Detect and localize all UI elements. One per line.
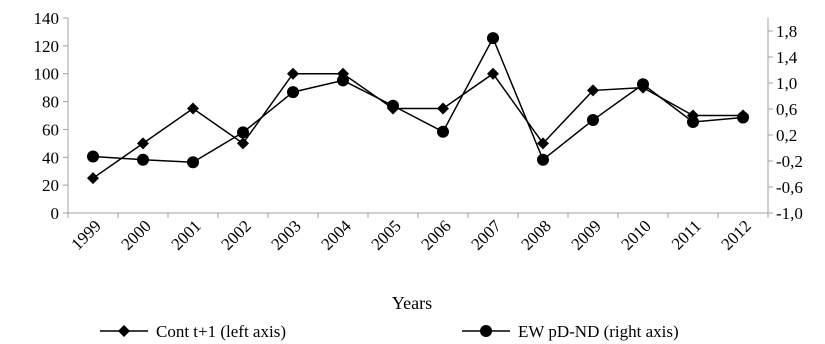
series-line	[92, 72, 743, 179]
circle-point	[687, 116, 699, 128]
circle-point	[587, 114, 599, 127]
circle-point	[437, 125, 449, 138]
x-tick-label: 2011	[668, 216, 705, 253]
right-tick-label: -1,0	[776, 204, 803, 223]
diamond-point	[587, 84, 599, 97]
right-tick-label: 1,0	[776, 74, 797, 93]
diamond-point	[287, 67, 299, 80]
axes	[67, 18, 769, 214]
legend-label: EW pD-ND (right axis)	[518, 322, 679, 341]
series-layer	[87, 32, 749, 185]
left-tick-label: 120	[34, 37, 60, 56]
diamond-point	[187, 102, 199, 115]
circle-point	[137, 153, 149, 166]
legend-item: EW pD-ND (right axis)	[462, 322, 679, 341]
x-tick-label: 2012	[717, 216, 754, 253]
legend: Cont t+1 (left axis) EW pD-ND (right axis…	[100, 322, 679, 341]
circle-point	[387, 99, 399, 112]
legend-item: Cont t+1 (left axis)	[100, 322, 286, 341]
x-tick-label: 2001	[167, 216, 204, 253]
left-tick-label: 40	[42, 148, 59, 167]
diamond-point	[487, 67, 499, 80]
left-tick-label: 100	[34, 65, 60, 84]
circle-point	[187, 156, 199, 169]
left-tick-label: 0	[51, 204, 60, 223]
x-axis-title: Years	[392, 293, 432, 313]
diamond-point	[537, 137, 549, 150]
x-tick-label: 2007	[467, 216, 505, 254]
series-circle	[87, 32, 749, 169]
x-tick-label: 2004	[317, 216, 355, 254]
x-tick-label: 2005	[367, 216, 404, 253]
legend-marker	[118, 325, 130, 337]
circle-point	[637, 78, 649, 91]
right-tick-label: -0,2	[776, 152, 803, 171]
diamond-point	[437, 102, 449, 115]
x-tick-label: 1999	[67, 216, 104, 253]
right-tick-label: 1,8	[776, 22, 797, 41]
right-tick-label: 1,4	[776, 48, 798, 67]
diamond-point	[137, 137, 149, 150]
left-tick-label: 80	[42, 93, 59, 112]
x-tick-label: 2008	[517, 216, 554, 253]
x-tick-label: 2003	[267, 216, 304, 253]
legend-marker	[480, 325, 492, 337]
circle-point	[537, 153, 549, 166]
x-tick-label: 2006	[417, 216, 454, 253]
x-tick-label: 2000	[117, 216, 154, 253]
x-tick-label: 2009	[567, 216, 604, 253]
circle-point	[737, 111, 749, 124]
circle-point	[337, 74, 349, 87]
series-line	[92, 36, 744, 164]
x-tick-label: 2010	[617, 216, 654, 253]
right-axis-ticks: -1,0 -0,6 -0,2 0,2 0,6 1,0 1,4 1,8	[768, 22, 803, 223]
circle-point	[87, 150, 99, 163]
x-tick-label: 2002	[217, 216, 254, 253]
right-tick-label: 0,6	[776, 100, 797, 119]
circle-point	[487, 32, 499, 45]
left-tick-label: 60	[42, 120, 59, 139]
left-tick-label: 140	[34, 9, 60, 28]
legend-label: Cont t+1 (left axis)	[156, 322, 286, 341]
diamond-point	[237, 137, 249, 150]
series-diamond	[87, 67, 749, 185]
circle-point	[287, 86, 299, 99]
circle-point	[237, 126, 249, 139]
right-tick-label: 0,2	[776, 126, 797, 145]
diamond-point	[87, 172, 99, 185]
left-tick-label: 20	[42, 176, 59, 195]
x-axis-ticks: 1999 2000 2001 2002 2003 2004 2005 2006 2007 2008…	[67, 213, 769, 254]
right-tick-label: -0,6	[776, 178, 803, 197]
left-axis-ticks: 0 20 40 60 80 100 120 140	[34, 9, 68, 223]
